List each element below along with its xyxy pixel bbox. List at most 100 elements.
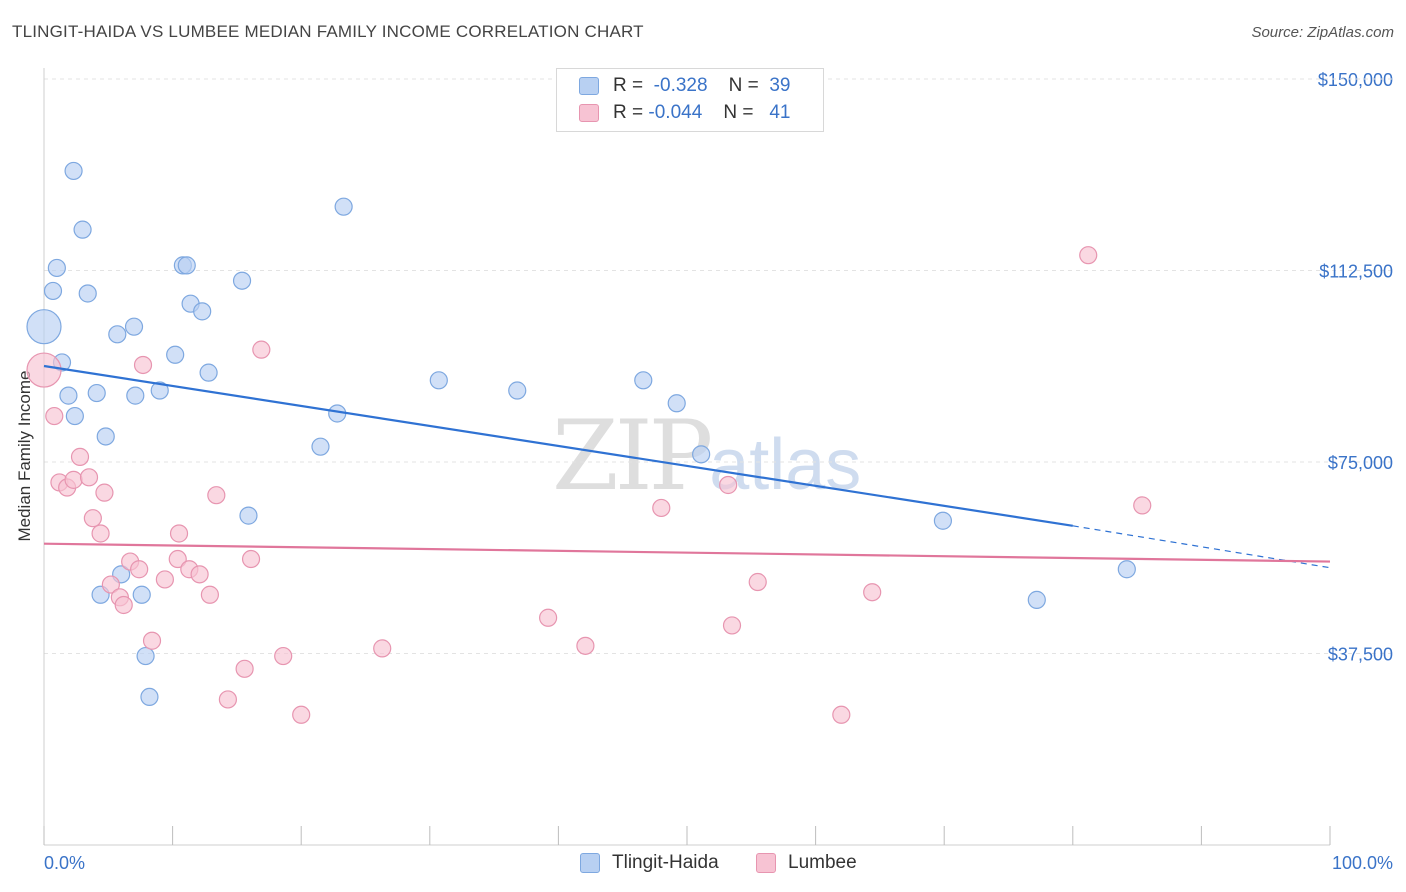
lumbee-point [241,549,261,569]
tlingit-haida-point [177,256,196,275]
lumbee-trend-line [43,542,1331,563]
y-tick-label: $37,500 [1328,645,1393,665]
tlingit-haida-point [634,371,653,390]
tlingit-haida-point [933,511,953,530]
lumbee-point [207,486,226,505]
lumbee-point [252,340,271,359]
tlingit-haida-point [78,284,97,303]
watermark-atlas: atlas [709,425,862,505]
tlingit-haida-point [1117,560,1136,579]
x-tick-label: 100.0% [1332,853,1393,873]
lumbee-point [576,636,595,655]
tlingit-haida-point [311,437,330,456]
tlingit-haida-point [87,383,106,403]
lumbee-point [652,498,671,518]
lumbee-point [373,639,392,658]
legend-swatch-pink [579,104,599,122]
y-tick-label: $112,500 [1319,262,1393,282]
series-swatch-pink [756,853,776,873]
legend-r-label: R = [613,75,644,96]
tlingit-haida-point [199,363,218,382]
lumbee-point [168,549,187,569]
tlingit-haida-point [43,281,63,301]
tlingit-haida-point [65,406,84,426]
lumbee-point [863,583,882,602]
tlingit-haida-point [193,302,212,321]
tlingit-haida-point [96,427,115,446]
lumbee-point [114,595,133,615]
lumbee-point [274,646,293,666]
series-legend-tlingit-haida[interactable]: Tlingit-Haida [580,852,719,874]
lumbee-point [133,355,153,375]
watermark: ZIPatlas [552,400,861,512]
tlingit-haida-point [166,345,185,364]
lumbee-point [79,468,99,487]
lumbee-point [719,475,738,495]
correlation-legend: R = -0.328 N = 39 R = -0.044 N = 41 [556,68,824,132]
tlingit-haida-point [508,381,527,400]
tlingit-haida-trend-line [43,364,1073,527]
tlingit-haida-point [429,371,448,390]
legend-r-value: -0.044 [648,102,703,123]
lumbee-point [722,616,742,635]
lumbee-point [218,690,237,709]
x-tick-label: 0.0% [44,853,85,873]
tlingit-haida-point [126,386,145,405]
watermark-zip: ZIP [552,400,713,512]
lumbee-point [190,565,209,584]
tlingit-haida-point [1027,590,1046,609]
lumbee-point [169,524,189,543]
lumbee-point [200,585,219,604]
tlingit-haida-point [73,220,92,239]
lumbee-point [1079,246,1098,265]
series-legend-lumbee[interactable]: Lumbee [756,852,857,874]
tlingit-haida-point [150,381,169,400]
legend-r-label: R = [613,102,644,123]
y-tick-label: $150,000 [1318,70,1393,90]
lumbee-point [101,575,120,594]
legend-row-tlingit-haida: R = -0.328 N = 39 [579,73,790,99]
lumbee-point [1133,496,1152,515]
lumbee-point [95,483,114,502]
series-legend-label: Lumbee [788,852,857,873]
lumbee-point [748,572,767,592]
series-legend: Tlingit-Haida Lumbee [0,852,1406,878]
legend-n-value: 39 [769,75,791,96]
lumbee-point [45,406,64,426]
chart-title: TLINGIT-HAIDA VS LUMBEE MEDIAN FAMILY IN… [12,22,644,41]
lumbee-point [70,447,90,466]
tlingit-haida-point [239,506,258,525]
tlingit-haida-point [232,271,252,290]
legend-n-value: 41 [769,102,791,123]
tlingit-haida-point [59,386,78,405]
series-swatch-blue [580,853,600,873]
tlingit-haida-point [692,445,711,464]
series-legend-label: Tlingit-Haida [612,852,719,873]
tlingit-haida-point [108,325,127,344]
legend-r-value: -0.328 [653,75,708,96]
lumbee-point [235,659,254,678]
lumbee-point [539,608,558,627]
lumbee-point [83,509,102,528]
tlingit-haida-point [667,394,686,413]
lumbee-point [155,570,174,589]
lumbee-point [91,524,110,543]
tlingit-haida-point [132,585,151,604]
tlingit-haida-point [140,687,159,707]
tlingit-haida-point [26,309,62,345]
tlingit-haida-point [64,161,83,181]
lumbee-point [64,470,83,489]
legend-row-lumbee: R = -0.044 N = 41 [579,100,790,126]
tlingit-haida-point [124,317,144,336]
lumbee-point [832,705,851,724]
legend-n-label: N = [723,102,754,123]
legend-n-label: N = [728,75,759,96]
source-label: Source: ZipAtlas.com [1251,24,1394,41]
legend-swatch-blue [579,77,599,95]
lumbee-point [142,631,162,650]
tlingit-haida-point [47,258,66,278]
lumbee-point [292,705,311,724]
lumbee-point [130,560,149,579]
y-tick-label: $75,000 [1328,453,1393,473]
